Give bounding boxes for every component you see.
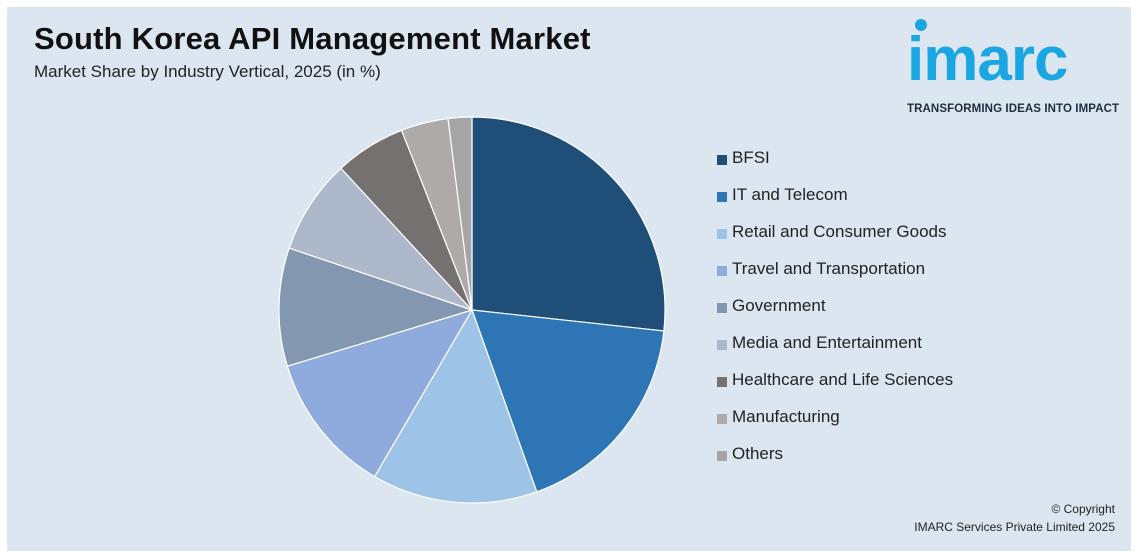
legend-item: Manufacturing: [717, 407, 953, 444]
pie-slice-media-and-entertainment: [288, 167, 473, 311]
pie-slice-it-and-telecom: [471, 309, 665, 493]
legend-label: Healthcare and Life Sciences: [732, 370, 954, 389]
legend-item: Retail and Consumer Goods: [717, 222, 953, 259]
legend-item: Media and Entertainment: [717, 333, 953, 370]
imarc-logo: imarc TRANSFORMING IDEAS INTO IMPACT: [897, 17, 1129, 117]
pie-chart: [278, 116, 666, 504]
legend-swatch: [717, 451, 727, 461]
pie-slice-travel-and-transportation: [286, 308, 474, 478]
legend-item: Travel and Transportation: [717, 259, 953, 296]
legend-swatch: [717, 377, 727, 387]
chart-title: South Korea API Management Market: [34, 21, 591, 56]
legend-label: Retail and Consumer Goods: [732, 222, 947, 241]
chart-legend: BFSI IT and Telecom Retail and Consumer Go…: [717, 148, 953, 481]
logo-wordmark: imarc: [907, 25, 1068, 94]
legend-item: Government: [717, 296, 953, 333]
chart-subtitle: Market Share by Industry Vertical, 2025 …: [34, 62, 381, 81]
legend-swatch: [717, 266, 727, 276]
chart-panel: South Korea API Management Market Market…: [7, 7, 1131, 551]
legend-label: Government: [732, 296, 826, 315]
legend-swatch: [717, 192, 727, 202]
legend-item: BFSI: [717, 148, 953, 185]
pie-slice-bfsi: [471, 116, 666, 332]
pie-slice-others: [447, 116, 473, 311]
legend-swatch: [717, 414, 727, 424]
legend-item: Healthcare and Life Sciences: [717, 370, 953, 407]
legend-swatch: [717, 155, 727, 165]
legend-label: Manufacturing: [732, 407, 840, 426]
pie-slice-government: [278, 247, 474, 367]
legend-label: IT and Telecom: [732, 185, 848, 204]
legend-swatch: [717, 303, 727, 313]
copyright-notice: © Copyright IMARC Services Private Limit…: [914, 500, 1115, 536]
logo-tagline: TRANSFORMING IDEAS INTO IMPACT: [907, 103, 1120, 115]
copyright-line-2: IMARC Services Private Limited 2025: [914, 520, 1115, 534]
legend-item: Others: [717, 444, 953, 481]
pie-slice-retail-and-consumer-goods: [373, 308, 538, 504]
legend-item: IT and Telecom: [717, 185, 953, 222]
legend-swatch: [717, 229, 727, 239]
copyright-line-1: © Copyright: [1051, 502, 1115, 516]
legend-swatch: [717, 340, 727, 350]
legend-label: Others: [732, 444, 784, 463]
legend-label: BFSI: [732, 148, 770, 167]
logo-dot: [915, 19, 927, 31]
legend-label: Media and Entertainment: [732, 333, 922, 352]
legend-label: Travel and Transportation: [732, 259, 926, 278]
